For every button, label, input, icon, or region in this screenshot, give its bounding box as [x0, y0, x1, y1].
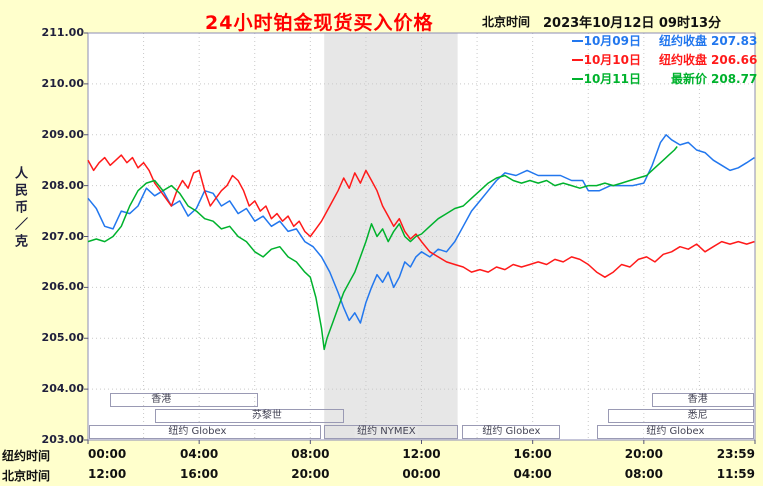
beijing-time-tick: 12:00	[88, 467, 127, 481]
ny-time-tick: 16:00	[513, 447, 552, 461]
legend: 10月09日 纽约收盘 207.83 10月10日 纽约收盘 206.66 10月11日 最新…	[571, 31, 758, 88]
y-axis-tick-label: 206.00	[41, 280, 84, 294]
legend-value: 208.77	[711, 71, 758, 86]
y-axis-tick-label: 205.00	[41, 331, 84, 345]
legend-date: 10月10日	[583, 53, 641, 67]
beijing-time-tick: 20:00	[291, 467, 330, 481]
beijing-time-tick: 16:00	[180, 467, 219, 481]
ny-time-axis-row: 纽约时间 00:00 04:00 08:00 12:00 16:00 20:00 23:59	[0, 446, 763, 463]
session-label: 纽约 NYMEX	[355, 426, 418, 438]
y-axis-tick-label: 210.00	[41, 76, 84, 90]
ny-time-tick: 20:00	[624, 447, 663, 461]
legend-desc: 最新价	[670, 72, 707, 86]
legend-value: 207.83	[711, 33, 758, 48]
legend-line-swatch-icon	[571, 77, 583, 80]
session-ny-globex-3: 纽约 Globex	[596, 425, 754, 439]
price-line-3	[87, 146, 678, 351]
ny-time-axis-label: 纽约时间	[2, 449, 51, 463]
y-axis-tick-label: 203.00	[41, 433, 84, 446]
legend-date: 10月11日	[583, 72, 641, 86]
session-label: 香港	[149, 394, 174, 406]
legend-date: 10月09日	[583, 34, 641, 48]
session-label: 纽约 Globex	[480, 426, 543, 438]
beijing-time-tick: 08:00	[624, 467, 663, 481]
y-axis-title: 人民币／克	[12, 166, 27, 251]
ny-time-tick: 12:00	[402, 447, 441, 461]
session-ny-globex-1: 纽约 Globex	[89, 425, 322, 439]
beijing-time-tick: 00:00	[402, 467, 441, 481]
session-label: 纽约 Globex	[166, 426, 229, 438]
session-hongkong-2: 香港	[652, 393, 754, 407]
beijing-time-header-label: 北京时间	[482, 15, 531, 29]
y-axis-tick-label: 207.00	[41, 229, 84, 243]
legend-desc: 纽约收盘	[658, 53, 707, 67]
session-label: 苏黎世	[249, 410, 284, 422]
beijing-time-axis-row: 北京时间 12:00 16:00 20:00 00:00 04:00 08:00 11:59	[0, 466, 763, 483]
session-ny-globex-2: 纽约 Globex	[461, 425, 561, 439]
legend-line-swatch-icon	[571, 39, 583, 42]
session-label: 香港	[685, 394, 710, 406]
legend-value: 206.66	[711, 52, 758, 67]
session-label: 纽约 Globex	[644, 426, 707, 438]
y-axis-tick-label: 208.00	[41, 178, 84, 192]
legend-item-3: 10月11日 最新价 208.77	[571, 69, 758, 88]
price-line-1	[87, 134, 755, 324]
ny-time-tick: 23:59	[716, 447, 755, 461]
beijing-datetime-value: 2023年10月12日 09时13分	[543, 16, 722, 31]
y-axis-tick-label: 209.00	[41, 127, 84, 141]
session-hongkong-1: 香港	[110, 393, 258, 407]
session-label: 悉尼	[685, 410, 710, 422]
session-zurich: 苏黎世	[154, 409, 344, 423]
legend-item-1: 10月09日 纽约收盘 207.83	[571, 31, 758, 50]
legend-item-2: 10月10日 纽约收盘 206.66	[571, 50, 758, 69]
beijing-time-tick: 11:59	[716, 467, 755, 481]
y-axis-tick-label: 211.00	[41, 26, 84, 39]
ny-time-tick: 04:00	[180, 447, 219, 461]
legend-line-swatch-icon	[571, 58, 583, 61]
legend-desc: 纽约收盘	[658, 34, 707, 48]
price-line-2	[87, 154, 755, 278]
ny-time-tick: 00:00	[88, 447, 127, 461]
session-ny-nymex: 纽约 NYMEX	[324, 425, 458, 439]
session-sydney: 悉尼	[607, 409, 754, 423]
beijing-time-tick: 04:00	[513, 467, 552, 481]
page-title: 24小时铂金现货买入价格	[205, 12, 434, 34]
ny-time-tick: 08:00	[291, 447, 330, 461]
y-axis-tick-label: 204.00	[41, 382, 84, 396]
beijing-time-axis-label: 北京时间	[2, 469, 51, 483]
